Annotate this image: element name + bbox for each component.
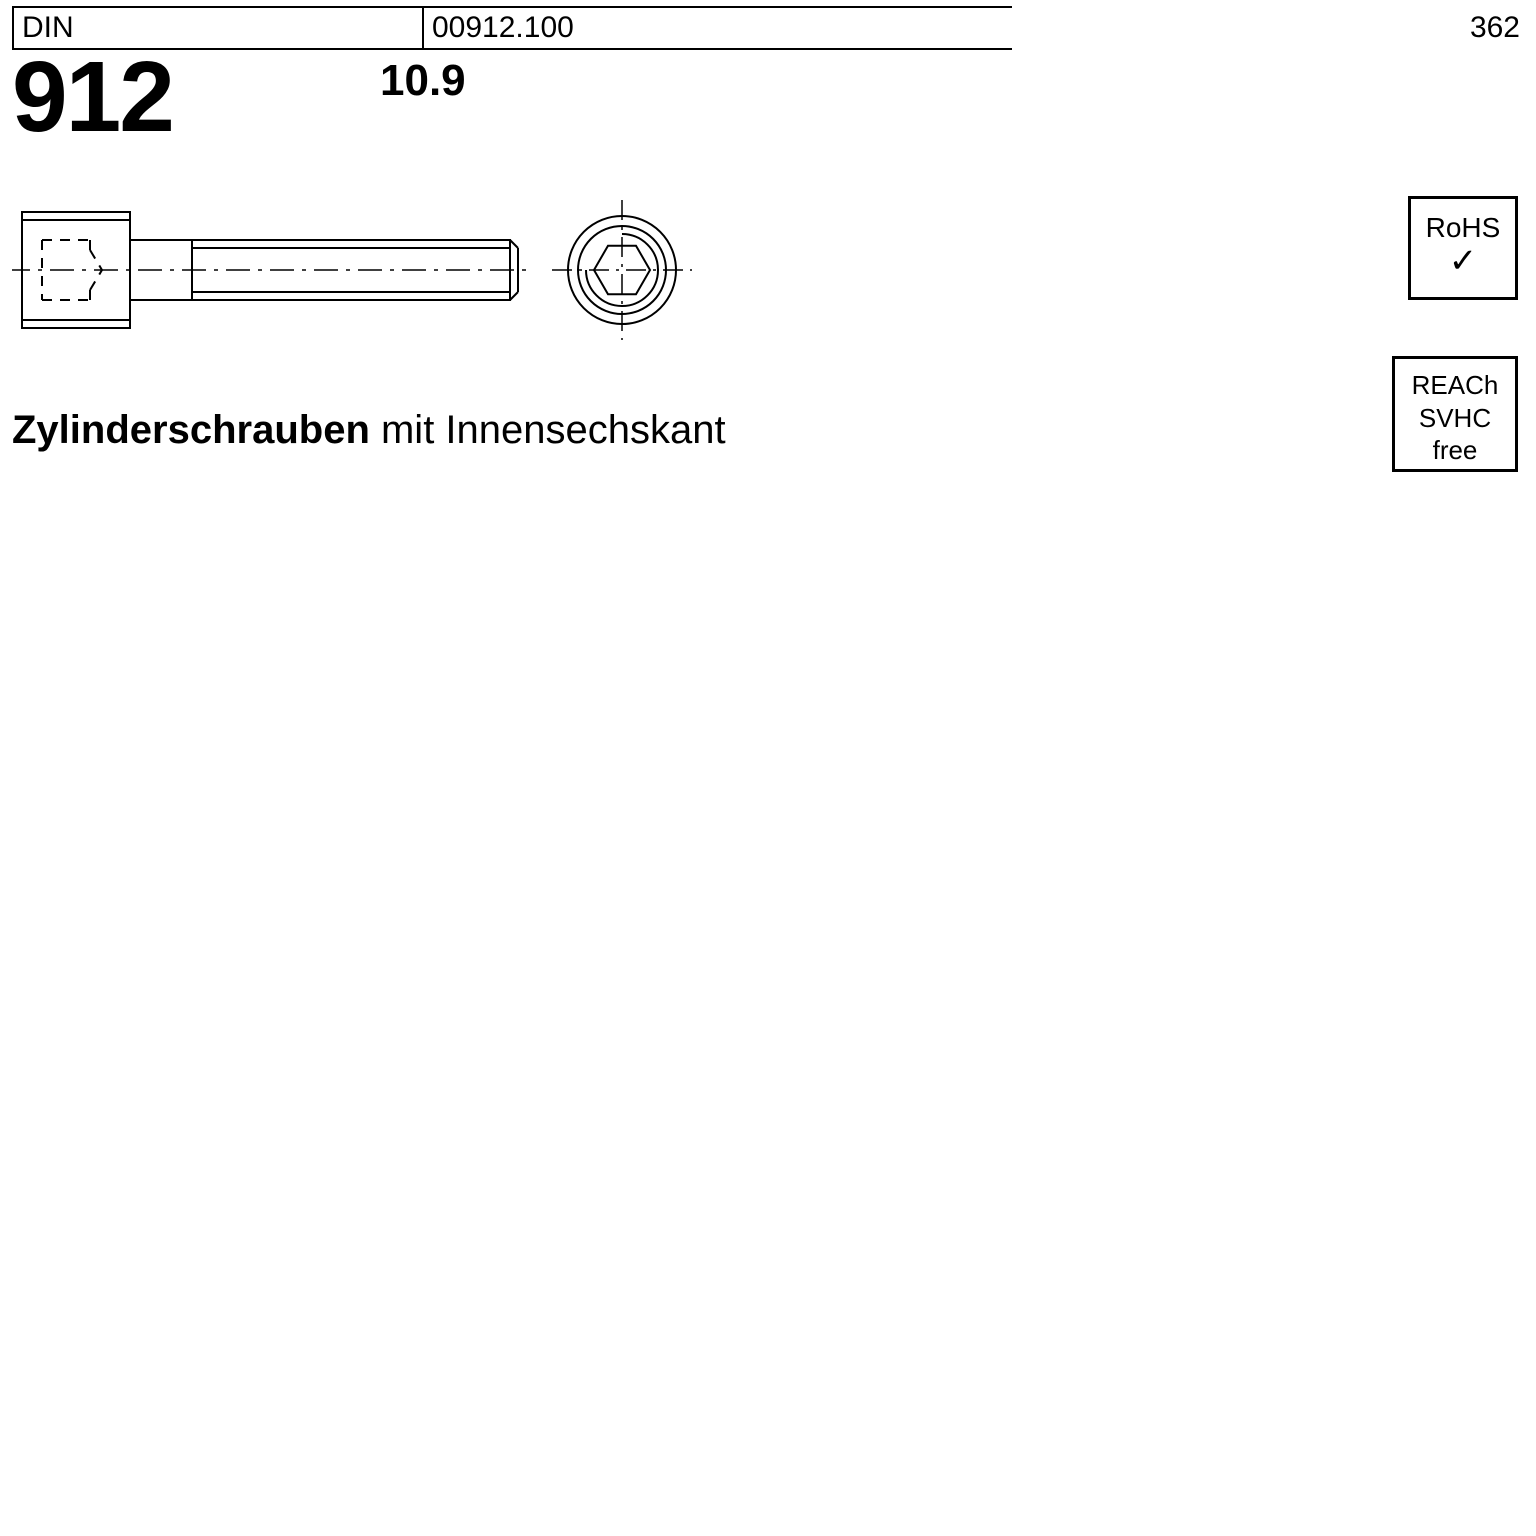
rohs-label: RoHS [1411,213,1515,244]
rohs-badge: RoHS ✓ [1408,196,1518,300]
datasheet: DIN 00912.100 362 912 10.9 [0,0,1536,1536]
description-bold: Zylinderschrauben [12,408,370,452]
strength-grade: 10.9 [380,56,466,106]
screw-drawing [12,190,732,350]
header-page-ref: 362 [1470,6,1524,50]
description-rest: mit Innensechskant [370,408,726,452]
standard-number: 912 [12,40,173,155]
header-code: 00912.100 [424,8,1012,48]
reach-badge: REACh SVHC free [1392,356,1518,472]
reach-line1: REACh [1395,369,1515,402]
product-description: Zylinderschrauben mit Innensechskant [12,408,726,453]
reach-line2: SVHC [1395,402,1515,435]
check-icon: ✓ [1411,244,1515,278]
reach-line3: free [1395,434,1515,467]
